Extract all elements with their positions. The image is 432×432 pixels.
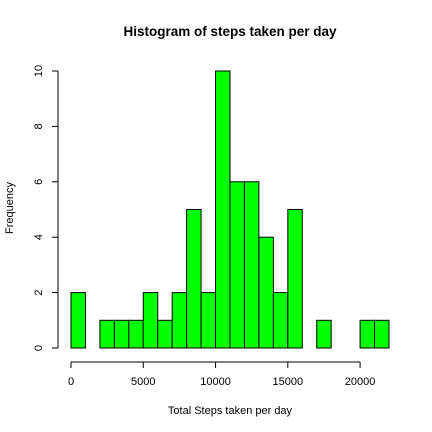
histogram-bar [186, 209, 202, 349]
y-tick-label: 4 [33, 234, 45, 240]
histogram-bar [229, 181, 245, 349]
histogram-bar [215, 70, 231, 349]
y-tick-label: 8 [33, 123, 45, 129]
y-axis: 0 2 4 6 8 10 [33, 65, 59, 351]
histogram-bar [272, 292, 289, 349]
x-axis-label: Total Steps taken per day [168, 405, 293, 417]
x-axis: 0 5000 10000 15000 20000 [68, 361, 376, 388]
histogram-bar [258, 236, 274, 349]
y-axis-label: Frequency [4, 182, 16, 234]
histogram-bar [70, 292, 86, 349]
y-tick-label: 6 [33, 179, 45, 185]
y-tick-label: 10 [33, 65, 45, 77]
histogram-bar [113, 319, 130, 349]
histogram-bar [99, 319, 115, 349]
histogram-bar [171, 292, 188, 349]
histogram-bar [374, 319, 390, 349]
x-tick-label: 15000 [273, 376, 304, 388]
histogram-bar [316, 319, 332, 349]
x-tick-label: 0 [68, 376, 74, 388]
histogram-bar [142, 292, 159, 349]
x-tick-label: 5000 [131, 376, 155, 388]
x-tick-label: 20000 [345, 376, 376, 388]
histogram-bar [200, 292, 217, 349]
histogram-bar [157, 319, 173, 349]
histogram-bar [243, 181, 260, 349]
histogram-bar [359, 319, 376, 349]
y-tick-label: 0 [33, 345, 45, 351]
x-tick-label: 10000 [200, 376, 231, 388]
y-tick-label: 2 [33, 290, 45, 296]
histogram-bar [128, 319, 144, 349]
chart-title: Histogram of steps taken per day [123, 24, 337, 39]
histogram-bar [287, 209, 303, 349]
bars-group [70, 70, 390, 349]
